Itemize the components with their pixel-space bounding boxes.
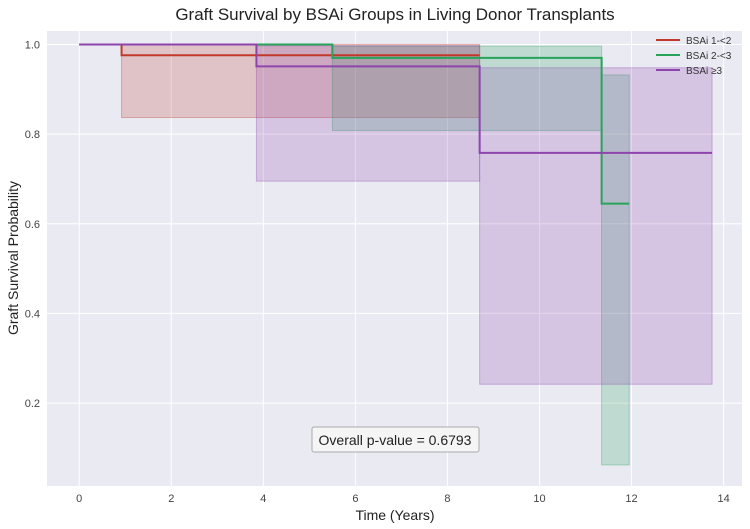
- survival-line: [79, 43, 630, 205]
- x-tick-label: 10: [533, 493, 545, 505]
- p-value-text: Overall p-value = 0.6793: [319, 432, 472, 448]
- plot-area: [47, 31, 742, 486]
- x-axis-ticks: 0 2 4 6 8 10 12 14: [76, 493, 730, 505]
- y-tick-label: 1.0: [25, 39, 40, 51]
- survival-lines: [79, 43, 713, 205]
- y-tick-label: 0.6: [25, 219, 40, 231]
- legend-label: BSAi 1-<2: [686, 36, 732, 47]
- p-value-box: [311, 426, 480, 453]
- y-axis-label: Graft Survival Probability: [5, 181, 21, 335]
- survival-line: [79, 43, 713, 154]
- p-value-annotation: Overall p-value = 0.6793: [311, 426, 480, 453]
- ci-band: [331, 45, 603, 132]
- ci-band: [479, 67, 713, 385]
- x-tick-label: 12: [625, 493, 637, 505]
- x-tick-label: 6: [352, 493, 358, 505]
- y-axis-ticks: 0.2 0.4 0.6 0.8 1.0: [25, 39, 40, 410]
- y-tick-label: 0.2: [25, 398, 40, 410]
- chart-title: Graft Survival by BSAi Groups in Living …: [175, 5, 614, 24]
- x-tick-label: 4: [260, 493, 266, 505]
- ci-band: [255, 45, 481, 182]
- x-tick-label: 8: [444, 493, 450, 505]
- x-tick-label: 14: [717, 493, 729, 505]
- x-tick-label: 0: [76, 493, 82, 505]
- legend-label: BSAi 2-<3: [686, 51, 732, 62]
- x-axis-label: Time (Years): [355, 507, 434, 523]
- x-tick-label: 2: [168, 493, 174, 505]
- y-tick-label: 0.4: [25, 308, 40, 320]
- y-tick-label: 0.8: [25, 129, 40, 141]
- ci-band: [601, 74, 630, 466]
- legend: BSAi 1-<2 BSAi 2-<3 BSAi ≥3: [656, 36, 732, 77]
- legend-label: BSAi ≥3: [686, 66, 722, 77]
